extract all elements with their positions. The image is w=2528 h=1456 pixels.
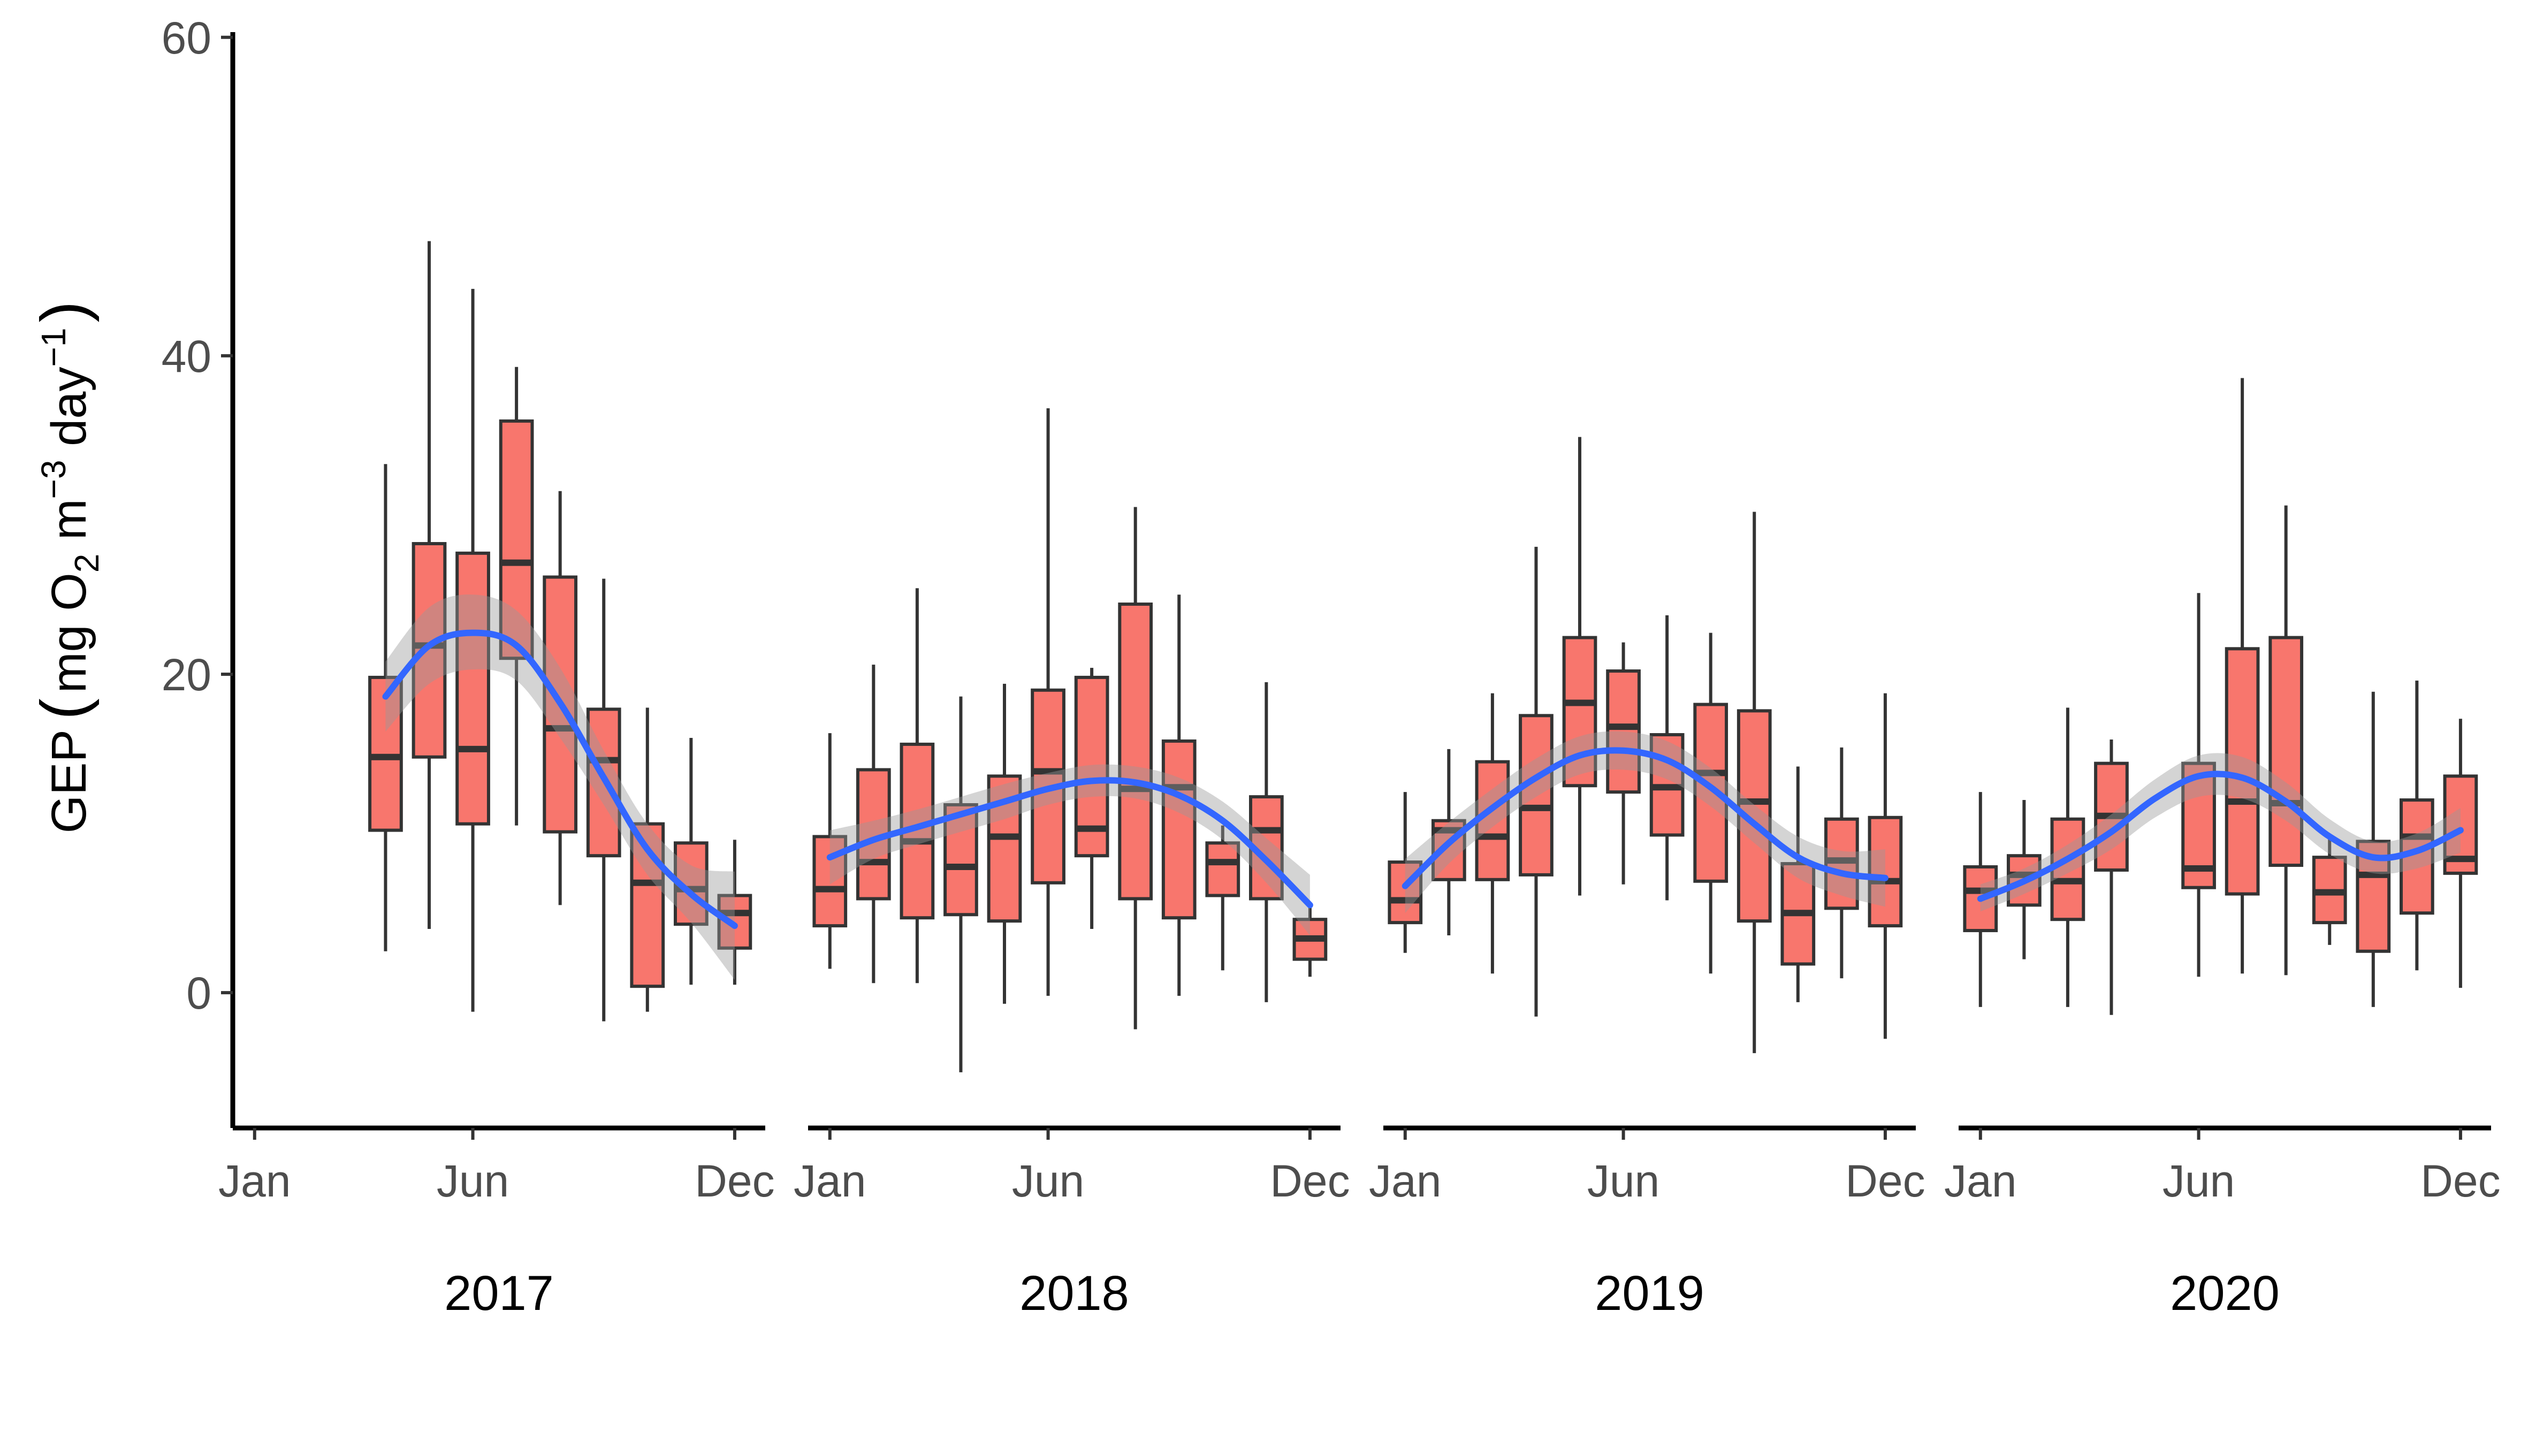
iqr-box (1868, 815, 1903, 928)
iqr-box (1118, 603, 1153, 901)
x-tick-label-dec: Dec (1270, 1156, 1350, 1206)
y-label-o2-subscript: 2 (67, 554, 106, 573)
panel-2019: Jan Jun Dec 2019 (1369, 437, 1925, 1321)
box-2017-m5 (412, 241, 447, 929)
box-2018-m12 (1292, 906, 1328, 977)
iqr-box (499, 419, 534, 660)
x-tick-label-jan: Jan (1369, 1156, 1441, 1206)
x-tick-label-jan: Jan (1944, 1156, 2016, 1206)
box-2017-m7 (499, 367, 534, 826)
x-tick-label-jun: Jun (437, 1156, 509, 1206)
y-axis-label: GEP ( mg O2 m−3 day−1) (28, 301, 106, 834)
box-2017-m6 (455, 288, 490, 1012)
y-tick-label: 40 (162, 331, 211, 382)
box-2020-m7 (2225, 378, 2260, 974)
year-label-2019: 2019 (1595, 1266, 1704, 1321)
year-label-2020: 2020 (2170, 1266, 2280, 1321)
smooth-confidence-band (829, 764, 1310, 935)
box-2020-m9 (2312, 836, 2347, 945)
iqr-box (1606, 669, 1641, 794)
y-label-mg-o: mg O (42, 573, 96, 693)
y-label-m: m (42, 499, 96, 553)
year-label-2017: 2017 (444, 1266, 554, 1321)
y-tick-label: 60 (162, 13, 211, 63)
iqr-box (2225, 647, 2260, 896)
smooth-confidence-band (1405, 731, 1885, 913)
box-2019-m1 (1388, 792, 1423, 953)
x-tick-label-dec: Dec (695, 1156, 774, 1206)
box-2020-m4 (2094, 739, 2129, 1015)
box-2018-m5 (987, 683, 1022, 1004)
box-2018-m7 (1074, 668, 1109, 929)
panel-2017: Jan Jun Dec 2017 (218, 241, 775, 1321)
y-label-day: day (42, 367, 96, 460)
smooth-trend-line (826, 777, 1313, 909)
y-tick-label: 0 (186, 968, 211, 1018)
box-2020-m1 (1963, 792, 1998, 1007)
box-2019-m9 (1737, 512, 1772, 1054)
y-label-prefix: GEP (42, 729, 96, 833)
box-2019-m6 (1606, 642, 1641, 885)
box-2019-m8 (1693, 632, 1729, 974)
smooth-confidence-band (1980, 753, 2461, 912)
box-2019-m11 (1824, 747, 1859, 979)
box-2019-m5 (1562, 437, 1597, 896)
y-axis-label-text: GEP ( mg O2 m−3 day−1) (28, 301, 106, 834)
box-2018-m10 (1205, 825, 1240, 971)
y-axis: 0 20 40 60 (162, 13, 235, 1128)
box-2020-m6 (2181, 593, 2216, 977)
box-2019-m7 (1649, 615, 1685, 901)
x-tick-label-jan: Jan (794, 1156, 866, 1206)
panel-2018: Jan Jun Dec 2018 (794, 408, 1350, 1321)
iqr-box (1475, 760, 1510, 881)
iqr-box (1388, 860, 1423, 925)
box-2018-m9 (1161, 594, 1197, 996)
box-2019-m10 (1780, 766, 1816, 1002)
smooth-trend-line (1977, 771, 2464, 902)
x-tick-label-dec: Dec (2420, 1156, 2500, 1206)
box-2019-m4 (1519, 546, 1554, 1017)
box-2020-m8 (2268, 505, 2304, 975)
iqr-box (943, 803, 978, 917)
iqr-box (412, 542, 447, 759)
y-label-close-paren: ) (28, 301, 100, 323)
box-2017-m4 (368, 464, 403, 951)
box-2018-m6 (1031, 408, 1065, 996)
box-2019-m3 (1475, 693, 1510, 974)
x-tick-label-jun: Jun (1587, 1156, 1659, 1206)
box-2017-m11 (673, 737, 709, 985)
iqr-box (455, 551, 490, 826)
iqr-box (1519, 714, 1554, 876)
y-label-day-superscript: −1 (34, 328, 73, 367)
box-2019-m12 (1868, 693, 1903, 1039)
iqr-box (2268, 636, 2304, 867)
iqr-box (1205, 841, 1240, 897)
x-tick-label-dec: Dec (1845, 1156, 1925, 1206)
iqr-box (1161, 739, 1197, 920)
y-label-open-paren: ( (28, 698, 100, 720)
smooth-confidence-band (385, 594, 735, 980)
x-tick-label-jun: Jun (2162, 1156, 2235, 1206)
box-2020-m10 (2356, 691, 2391, 1007)
year-label-2018: 2018 (1019, 1266, 1129, 1321)
box-2018-m4 (943, 696, 978, 1072)
box-2020-m12 (2443, 719, 2478, 988)
smooth-trend-line (382, 629, 738, 929)
box-2020-m11 (2399, 680, 2434, 971)
box-2018-m3 (900, 588, 935, 984)
x-tick-label-jun: Jun (1012, 1156, 1084, 1206)
x-tick-label-jan: Jan (218, 1156, 291, 1206)
box-2018-m8 (1118, 507, 1153, 1030)
y-tick-label: 20 (162, 650, 211, 700)
y-label-m-superscript: −3 (34, 460, 73, 499)
panel-2020: Jan Jun Dec 2020 (1944, 378, 2501, 1321)
smooth-trend-line (1402, 747, 1889, 889)
